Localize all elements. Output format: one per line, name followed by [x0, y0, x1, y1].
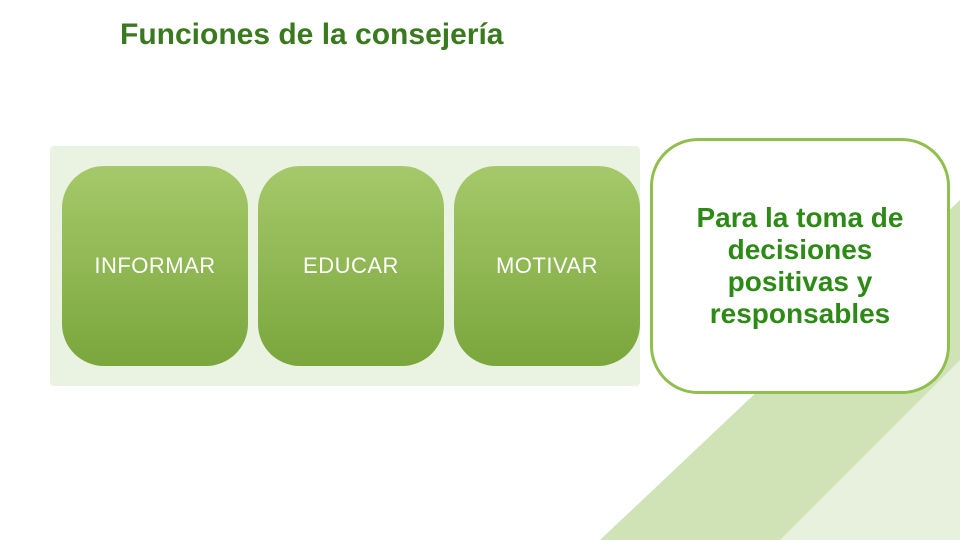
pill-educar: EDUCAR: [258, 166, 444, 366]
pill-motivar: MOTIVAR: [454, 166, 640, 366]
pill-informar: INFORMAR: [62, 166, 248, 366]
slide-title: Funciones de la consejería: [120, 18, 503, 52]
pill-label: INFORMAR: [94, 253, 215, 279]
pill-label: MOTIVAR: [496, 253, 598, 279]
outcome-box: Para la toma de decisiones positivas y r…: [650, 138, 950, 394]
outcome-text: Para la toma de decisiones positivas y r…: [675, 202, 925, 331]
pill-label: EDUCAR: [303, 253, 399, 279]
